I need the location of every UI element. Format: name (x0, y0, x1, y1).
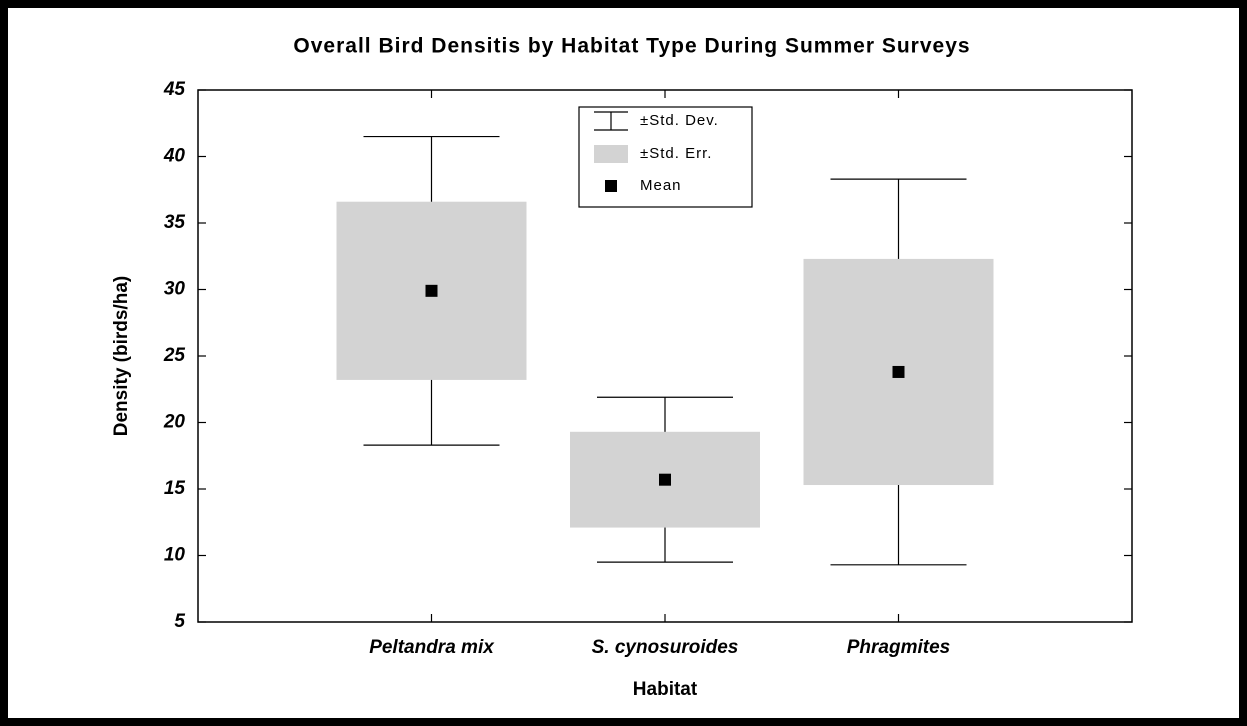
legend-swatch (594, 145, 628, 163)
legend-swatch (605, 180, 617, 192)
y-tick-label: 20 (163, 412, 186, 433)
x-tick-label: Peltandra mix (369, 637, 495, 658)
mean-marker (659, 473, 671, 486)
y-tick-label: 35 (164, 212, 186, 233)
plot-area (197, 89, 1133, 623)
y-tick-label: 45 (163, 79, 186, 100)
x-tick-label: Phragmites (847, 637, 950, 658)
mean-marker (892, 365, 905, 378)
x-axis-label: Habitat (633, 679, 698, 700)
y-tick-label: 30 (164, 279, 186, 300)
y-tick-label: 10 (164, 545, 186, 566)
chart-title: Overall Bird Densitis by Habitat Type Du… (293, 35, 970, 58)
mean-marker (425, 284, 438, 297)
legend-label: ±Std. Err. (640, 145, 712, 162)
x-tick-label: S. cynosuroides (592, 637, 739, 658)
legend-label: Mean (640, 177, 682, 194)
y-tick-label: 25 (163, 345, 186, 366)
y-tick-label: 15 (164, 478, 186, 499)
y-tick-label: 5 (174, 611, 185, 632)
legend-label: ±Std. Dev. (640, 112, 719, 129)
y-axis-label: Density (birds/ha) (111, 276, 132, 436)
y-tick-label: 40 (163, 146, 186, 167)
